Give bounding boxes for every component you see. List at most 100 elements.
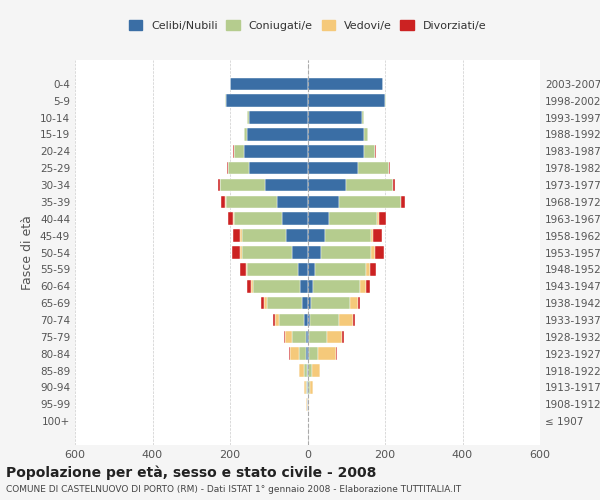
Bar	[327, 330, 343, 343]
Bar	[272, 314, 275, 326]
Bar	[329, 212, 377, 225]
Bar	[308, 212, 329, 225]
Bar	[242, 246, 292, 259]
Bar	[362, 111, 364, 124]
Bar	[251, 280, 253, 292]
Bar	[321, 246, 371, 259]
Bar	[364, 145, 376, 158]
Bar	[265, 178, 308, 192]
Bar	[247, 128, 308, 141]
Bar	[308, 94, 385, 107]
Bar	[264, 297, 267, 310]
Bar	[308, 128, 364, 141]
Bar	[308, 178, 346, 192]
Bar	[310, 381, 313, 394]
Bar	[302, 297, 308, 310]
Bar	[226, 196, 277, 208]
Bar	[374, 246, 384, 259]
Bar	[241, 230, 242, 242]
Bar	[371, 246, 374, 259]
Bar	[284, 330, 285, 343]
Bar	[253, 280, 300, 292]
Bar	[311, 297, 350, 310]
Bar	[245, 263, 247, 276]
Bar	[275, 314, 279, 326]
Bar	[370, 263, 376, 276]
Bar	[283, 212, 308, 225]
Bar	[308, 145, 364, 158]
Bar	[313, 280, 360, 292]
Bar	[373, 230, 382, 242]
Bar	[308, 230, 325, 242]
Bar	[228, 162, 250, 174]
Bar	[227, 162, 228, 174]
Bar	[218, 178, 220, 192]
Bar	[305, 330, 308, 343]
Bar	[308, 162, 358, 174]
Text: Popolazione per età, sesso e stato civile - 2008: Popolazione per età, sesso e stato civil…	[6, 465, 376, 479]
Text: COMUNE DI CASTELNUOVO DI PORTO (RM) - Dati ISTAT 1° gennaio 2008 - Elaborazione : COMUNE DI CASTELNUOVO DI PORTO (RM) - Da…	[6, 485, 461, 494]
Bar	[308, 246, 321, 259]
Bar	[308, 381, 310, 394]
Bar	[304, 314, 308, 326]
Bar	[244, 128, 247, 141]
Bar	[234, 212, 283, 225]
Bar	[232, 246, 240, 259]
Bar	[299, 364, 304, 377]
Bar	[358, 162, 389, 174]
Bar	[292, 246, 308, 259]
Bar	[307, 364, 308, 377]
Bar	[339, 314, 353, 326]
Bar	[239, 263, 245, 276]
Bar	[277, 196, 308, 208]
Bar	[226, 94, 308, 107]
Legend: Celibi/Nubili, Coniugati/e, Vedovi/e, Divorziati/e: Celibi/Nubili, Coniugati/e, Vedovi/e, Di…	[124, 16, 491, 35]
Bar	[379, 212, 386, 225]
Bar	[325, 230, 371, 242]
Bar	[365, 263, 370, 276]
Bar	[346, 178, 393, 192]
Bar	[247, 111, 250, 124]
Bar	[267, 297, 302, 310]
Bar	[299, 348, 307, 360]
Bar	[230, 78, 308, 90]
Bar	[377, 212, 379, 225]
Bar	[308, 348, 319, 360]
Bar	[358, 297, 360, 310]
Bar	[312, 364, 320, 377]
Bar	[336, 348, 337, 360]
Bar	[393, 178, 395, 192]
Bar	[292, 330, 305, 343]
Bar	[310, 314, 339, 326]
Bar	[306, 381, 307, 394]
Bar	[350, 297, 358, 310]
Bar	[315, 263, 365, 276]
Bar	[343, 330, 344, 343]
Bar	[247, 263, 298, 276]
Bar	[227, 212, 233, 225]
Bar	[234, 145, 244, 158]
Bar	[233, 212, 234, 225]
Bar	[307, 348, 308, 360]
Bar	[221, 196, 226, 208]
Bar	[308, 78, 383, 90]
Bar	[371, 230, 373, 242]
Bar	[360, 280, 365, 292]
Bar	[364, 128, 368, 141]
Bar	[220, 178, 265, 192]
Bar	[308, 297, 311, 310]
Bar	[308, 330, 310, 343]
Bar	[304, 381, 306, 394]
Bar	[401, 196, 405, 208]
Bar	[279, 314, 304, 326]
Bar	[233, 230, 241, 242]
Bar	[319, 348, 336, 360]
Bar	[285, 330, 292, 343]
Bar	[250, 162, 308, 174]
Bar	[250, 111, 308, 124]
Bar	[308, 263, 315, 276]
Bar	[385, 94, 386, 107]
Bar	[304, 364, 307, 377]
Bar	[308, 280, 313, 292]
Y-axis label: Fasce di età: Fasce di età	[22, 215, 34, 290]
